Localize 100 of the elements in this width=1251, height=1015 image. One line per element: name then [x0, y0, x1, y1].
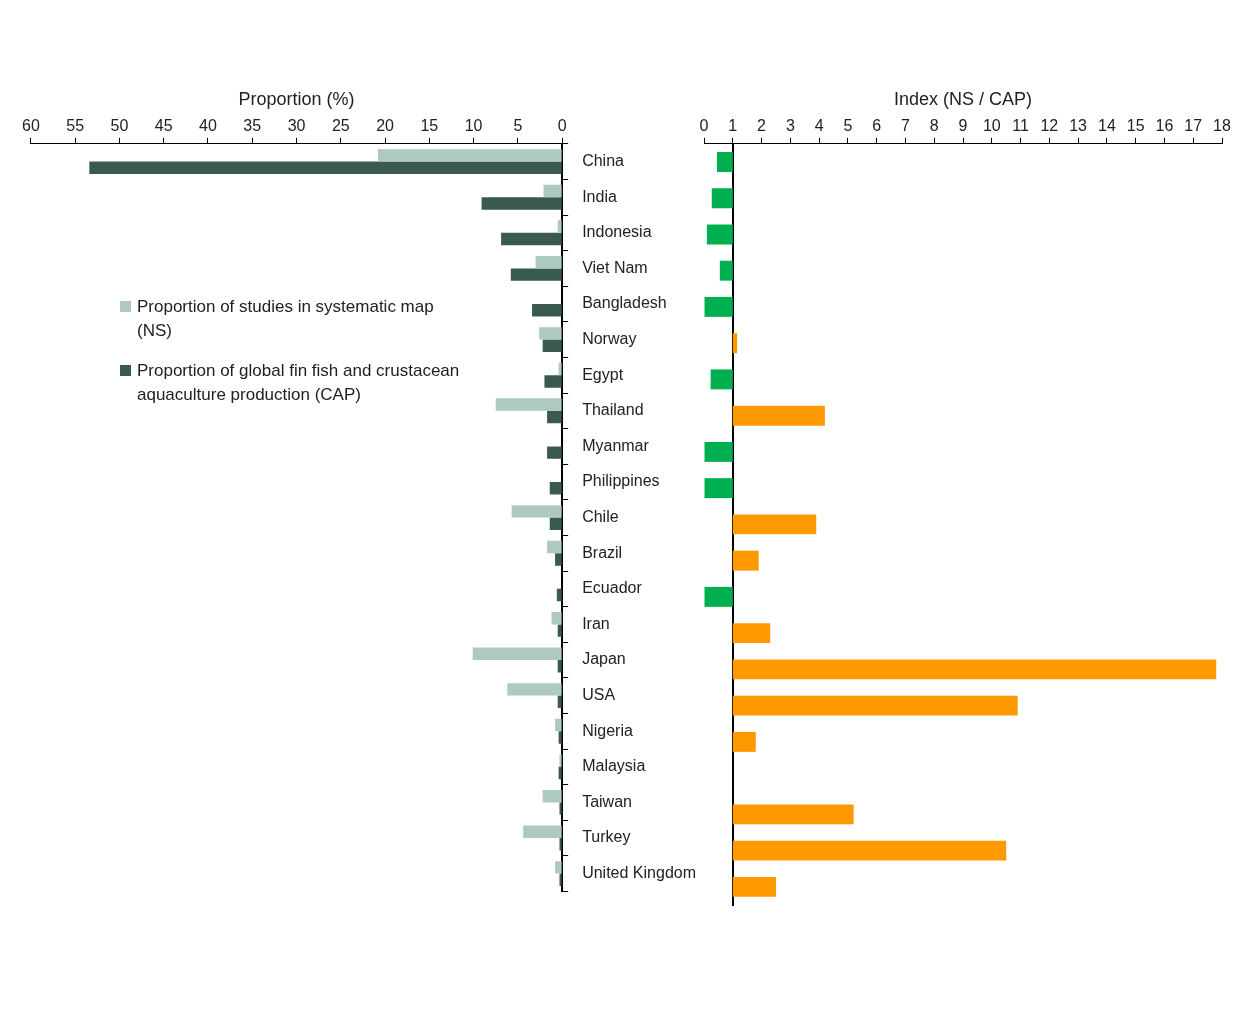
bar [732, 876, 776, 897]
x-tick-label: 4 [814, 116, 824, 134]
x-tick-label: 12 [1040, 116, 1059, 134]
bar [704, 296, 733, 317]
x-tick-label: 5 [513, 116, 523, 134]
bar [511, 505, 562, 518]
bar [510, 268, 562, 281]
x-tick-label: 15 [420, 116, 439, 134]
bar [557, 624, 562, 637]
bar [704, 586, 733, 607]
bar [532, 304, 562, 317]
x-tick-label: 30 [287, 116, 306, 134]
x-tick-label: 17 [1184, 116, 1203, 134]
bar [377, 149, 562, 162]
x-tick-label: 7 [900, 116, 910, 134]
bar [549, 517, 562, 531]
y-tick-label: Myanmar [582, 436, 650, 454]
y-tick-label: Brazil [582, 543, 623, 561]
bar [557, 695, 562, 709]
bar [547, 446, 562, 459]
x-tick-label: 15 [1126, 116, 1145, 134]
x-tick-label: 55 [66, 116, 85, 134]
bar [556, 588, 562, 602]
bar [557, 660, 562, 673]
bar [539, 327, 562, 340]
x-tick-label: 9 [958, 116, 968, 134]
bar [501, 232, 562, 246]
x-tick-label: 40 [199, 116, 217, 134]
x-axis-title: Proportion (%) [238, 88, 355, 109]
bar [732, 405, 825, 426]
bar [557, 220, 562, 233]
bar [711, 188, 733, 209]
x-tick-label: 11 [1012, 116, 1029, 134]
y-tick-label: Bangladesh [582, 294, 667, 312]
y-tick-label: Iran [582, 614, 610, 632]
x-axis-title: Index (NS / CAP) [893, 88, 1033, 109]
y-tick-label: China [582, 152, 625, 170]
y-tick-label: United Kingdom [582, 864, 696, 882]
x-tick-label: 10 [464, 116, 483, 134]
bar [719, 260, 733, 281]
x-tick-label: 13 [1069, 116, 1088, 134]
y-tick-label: Malaysia [582, 757, 646, 775]
y-tick-label: Norway [582, 330, 637, 348]
x-tick-label: 10 [982, 116, 1001, 134]
y-tick-label: Nigeria [582, 721, 633, 739]
x-tick-label: 35 [243, 116, 262, 134]
bar [547, 540, 562, 554]
bar [89, 161, 562, 175]
bar [549, 482, 562, 495]
y-tick-label: Egypt [582, 365, 624, 383]
x-tick-label: 14 [1097, 116, 1116, 134]
y-tick-label: Thailand [582, 401, 644, 419]
x-tick-label: 5 [843, 116, 853, 134]
x-tick-label: 60 [22, 116, 40, 134]
bar [558, 766, 562, 780]
y-tick-label: Japan [582, 650, 626, 668]
bar [542, 339, 562, 353]
x-tick-label: 1 [728, 116, 738, 134]
bar [559, 754, 562, 767]
bar [551, 611, 562, 625]
bar [732, 623, 771, 644]
bar [555, 553, 562, 566]
y-tick-label: Taiwan [582, 792, 632, 810]
legend-label: Proportion of global fin fish and crustacean aquaculture production (CAP) [137, 360, 460, 406]
x-tick-label: 45 [154, 116, 173, 134]
bar [481, 197, 562, 210]
y-tick-label: Viet Nam [582, 258, 648, 276]
x-tick-label: 8 [929, 116, 939, 134]
bar [704, 441, 733, 462]
x-tick-label: 25 [331, 116, 350, 134]
bar [732, 659, 1217, 680]
x-tick-label: 18 [1213, 116, 1231, 134]
bar [535, 255, 562, 269]
bar [558, 362, 562, 376]
y-tick-label: Ecuador [582, 579, 643, 597]
x-tick-label: 16 [1155, 116, 1174, 134]
legend-label: Proportion of studies in systematic map (NS) [137, 296, 435, 342]
x-tick-label: 50 [110, 116, 129, 134]
bar [732, 550, 759, 571]
bar [472, 647, 562, 660]
x-tick-label: 6 [872, 116, 882, 134]
bar [542, 789, 562, 803]
y-tick-label: India [582, 187, 617, 205]
bar [543, 184, 562, 198]
bar [495, 398, 562, 411]
bar [710, 369, 733, 390]
bar [559, 802, 562, 815]
x-tick-label: 3 [785, 116, 795, 134]
bar [555, 861, 562, 874]
x-tick-label: 0 [699, 116, 709, 134]
y-tick-label: Chile [582, 508, 619, 526]
bar [732, 804, 854, 825]
y-tick-label: Indonesia [582, 223, 652, 241]
y-tick-label: Philippines [582, 472, 660, 490]
bar [732, 333, 738, 354]
x-tick-label: 2 [757, 116, 767, 134]
bar [732, 695, 1018, 716]
bar [544, 375, 562, 388]
bar [706, 224, 733, 245]
bar [732, 731, 756, 752]
